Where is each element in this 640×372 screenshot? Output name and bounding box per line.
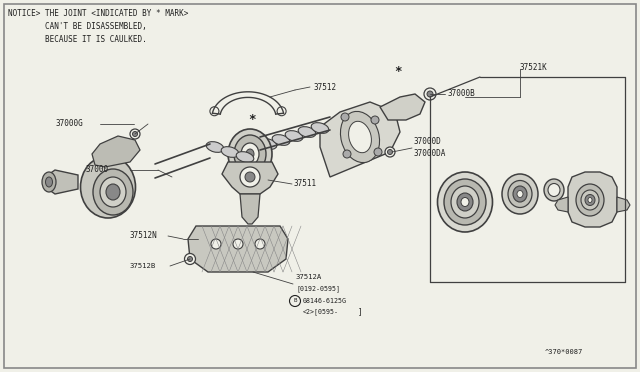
Circle shape — [188, 257, 193, 262]
Ellipse shape — [513, 186, 527, 202]
Polygon shape — [568, 172, 617, 227]
Ellipse shape — [517, 190, 523, 198]
Ellipse shape — [81, 156, 136, 218]
Circle shape — [277, 107, 286, 116]
Ellipse shape — [236, 152, 254, 162]
Circle shape — [184, 253, 195, 264]
Ellipse shape — [45, 177, 52, 187]
Circle shape — [211, 239, 221, 249]
Ellipse shape — [340, 111, 380, 163]
Ellipse shape — [349, 121, 371, 153]
Text: ]: ] — [358, 308, 363, 317]
Circle shape — [289, 295, 301, 307]
Ellipse shape — [508, 180, 532, 208]
Circle shape — [424, 88, 436, 100]
Text: [0192-0595]: [0192-0595] — [296, 286, 340, 292]
Text: 37000B: 37000B — [447, 90, 475, 99]
Ellipse shape — [93, 169, 133, 215]
Text: <2>[0595-: <2>[0595- — [303, 309, 339, 315]
Text: 37512B: 37512B — [130, 263, 156, 269]
Ellipse shape — [246, 149, 254, 159]
Text: *: * — [394, 65, 402, 78]
Text: *: * — [248, 112, 256, 125]
Circle shape — [132, 131, 138, 137]
Ellipse shape — [272, 135, 290, 145]
Polygon shape — [240, 194, 260, 224]
Text: 37000D: 37000D — [414, 138, 442, 147]
Text: 37521K: 37521K — [520, 62, 548, 71]
Circle shape — [240, 167, 260, 187]
Circle shape — [245, 172, 255, 182]
Ellipse shape — [298, 126, 316, 137]
Ellipse shape — [241, 143, 259, 165]
Circle shape — [371, 116, 379, 124]
Ellipse shape — [206, 142, 224, 153]
Polygon shape — [555, 197, 568, 212]
Ellipse shape — [461, 198, 469, 206]
Ellipse shape — [502, 174, 538, 214]
Ellipse shape — [585, 195, 595, 205]
Polygon shape — [45, 170, 78, 194]
Text: ^370*0087: ^370*0087 — [545, 349, 583, 355]
Text: 37512A: 37512A — [296, 274, 323, 280]
Circle shape — [255, 239, 265, 249]
Text: CAN'T BE DISASSEMBLED,: CAN'T BE DISASSEMBLED, — [8, 22, 147, 32]
Ellipse shape — [457, 193, 473, 211]
Ellipse shape — [588, 198, 592, 202]
Circle shape — [374, 148, 382, 156]
Ellipse shape — [444, 179, 486, 225]
Text: NOTICE> THE JOINT <INDICATED BY * MARK>: NOTICE> THE JOINT <INDICATED BY * MARK> — [8, 10, 188, 19]
Circle shape — [233, 239, 243, 249]
Circle shape — [385, 147, 395, 157]
Polygon shape — [380, 94, 425, 120]
Circle shape — [210, 107, 219, 116]
Circle shape — [130, 129, 140, 139]
Text: 37000DA: 37000DA — [414, 148, 446, 157]
Text: 08146-6125G: 08146-6125G — [303, 298, 347, 304]
Ellipse shape — [576, 184, 604, 216]
Polygon shape — [320, 102, 400, 177]
Ellipse shape — [100, 177, 126, 207]
Polygon shape — [617, 197, 630, 212]
Ellipse shape — [438, 172, 493, 232]
Ellipse shape — [548, 183, 560, 196]
Text: 37512: 37512 — [313, 83, 336, 92]
Text: 37512N: 37512N — [130, 231, 157, 241]
Circle shape — [387, 150, 392, 154]
Ellipse shape — [451, 186, 479, 218]
Ellipse shape — [221, 147, 239, 157]
Ellipse shape — [259, 139, 276, 150]
Circle shape — [427, 91, 433, 97]
Ellipse shape — [311, 123, 329, 134]
Text: BECAUSE IT IS CAULKED.: BECAUSE IT IS CAULKED. — [8, 35, 147, 45]
Text: B: B — [293, 298, 297, 304]
Ellipse shape — [234, 135, 266, 173]
Ellipse shape — [42, 172, 56, 192]
Ellipse shape — [285, 131, 303, 141]
Text: 37000: 37000 — [85, 166, 108, 174]
Ellipse shape — [581, 190, 599, 210]
Text: 37000G: 37000G — [56, 119, 84, 128]
Circle shape — [343, 150, 351, 158]
Polygon shape — [92, 136, 140, 167]
Text: 37511: 37511 — [294, 180, 317, 189]
Ellipse shape — [228, 129, 272, 179]
Ellipse shape — [544, 179, 564, 201]
Circle shape — [341, 113, 349, 121]
Polygon shape — [188, 226, 288, 272]
Polygon shape — [222, 162, 278, 194]
Ellipse shape — [106, 184, 120, 200]
